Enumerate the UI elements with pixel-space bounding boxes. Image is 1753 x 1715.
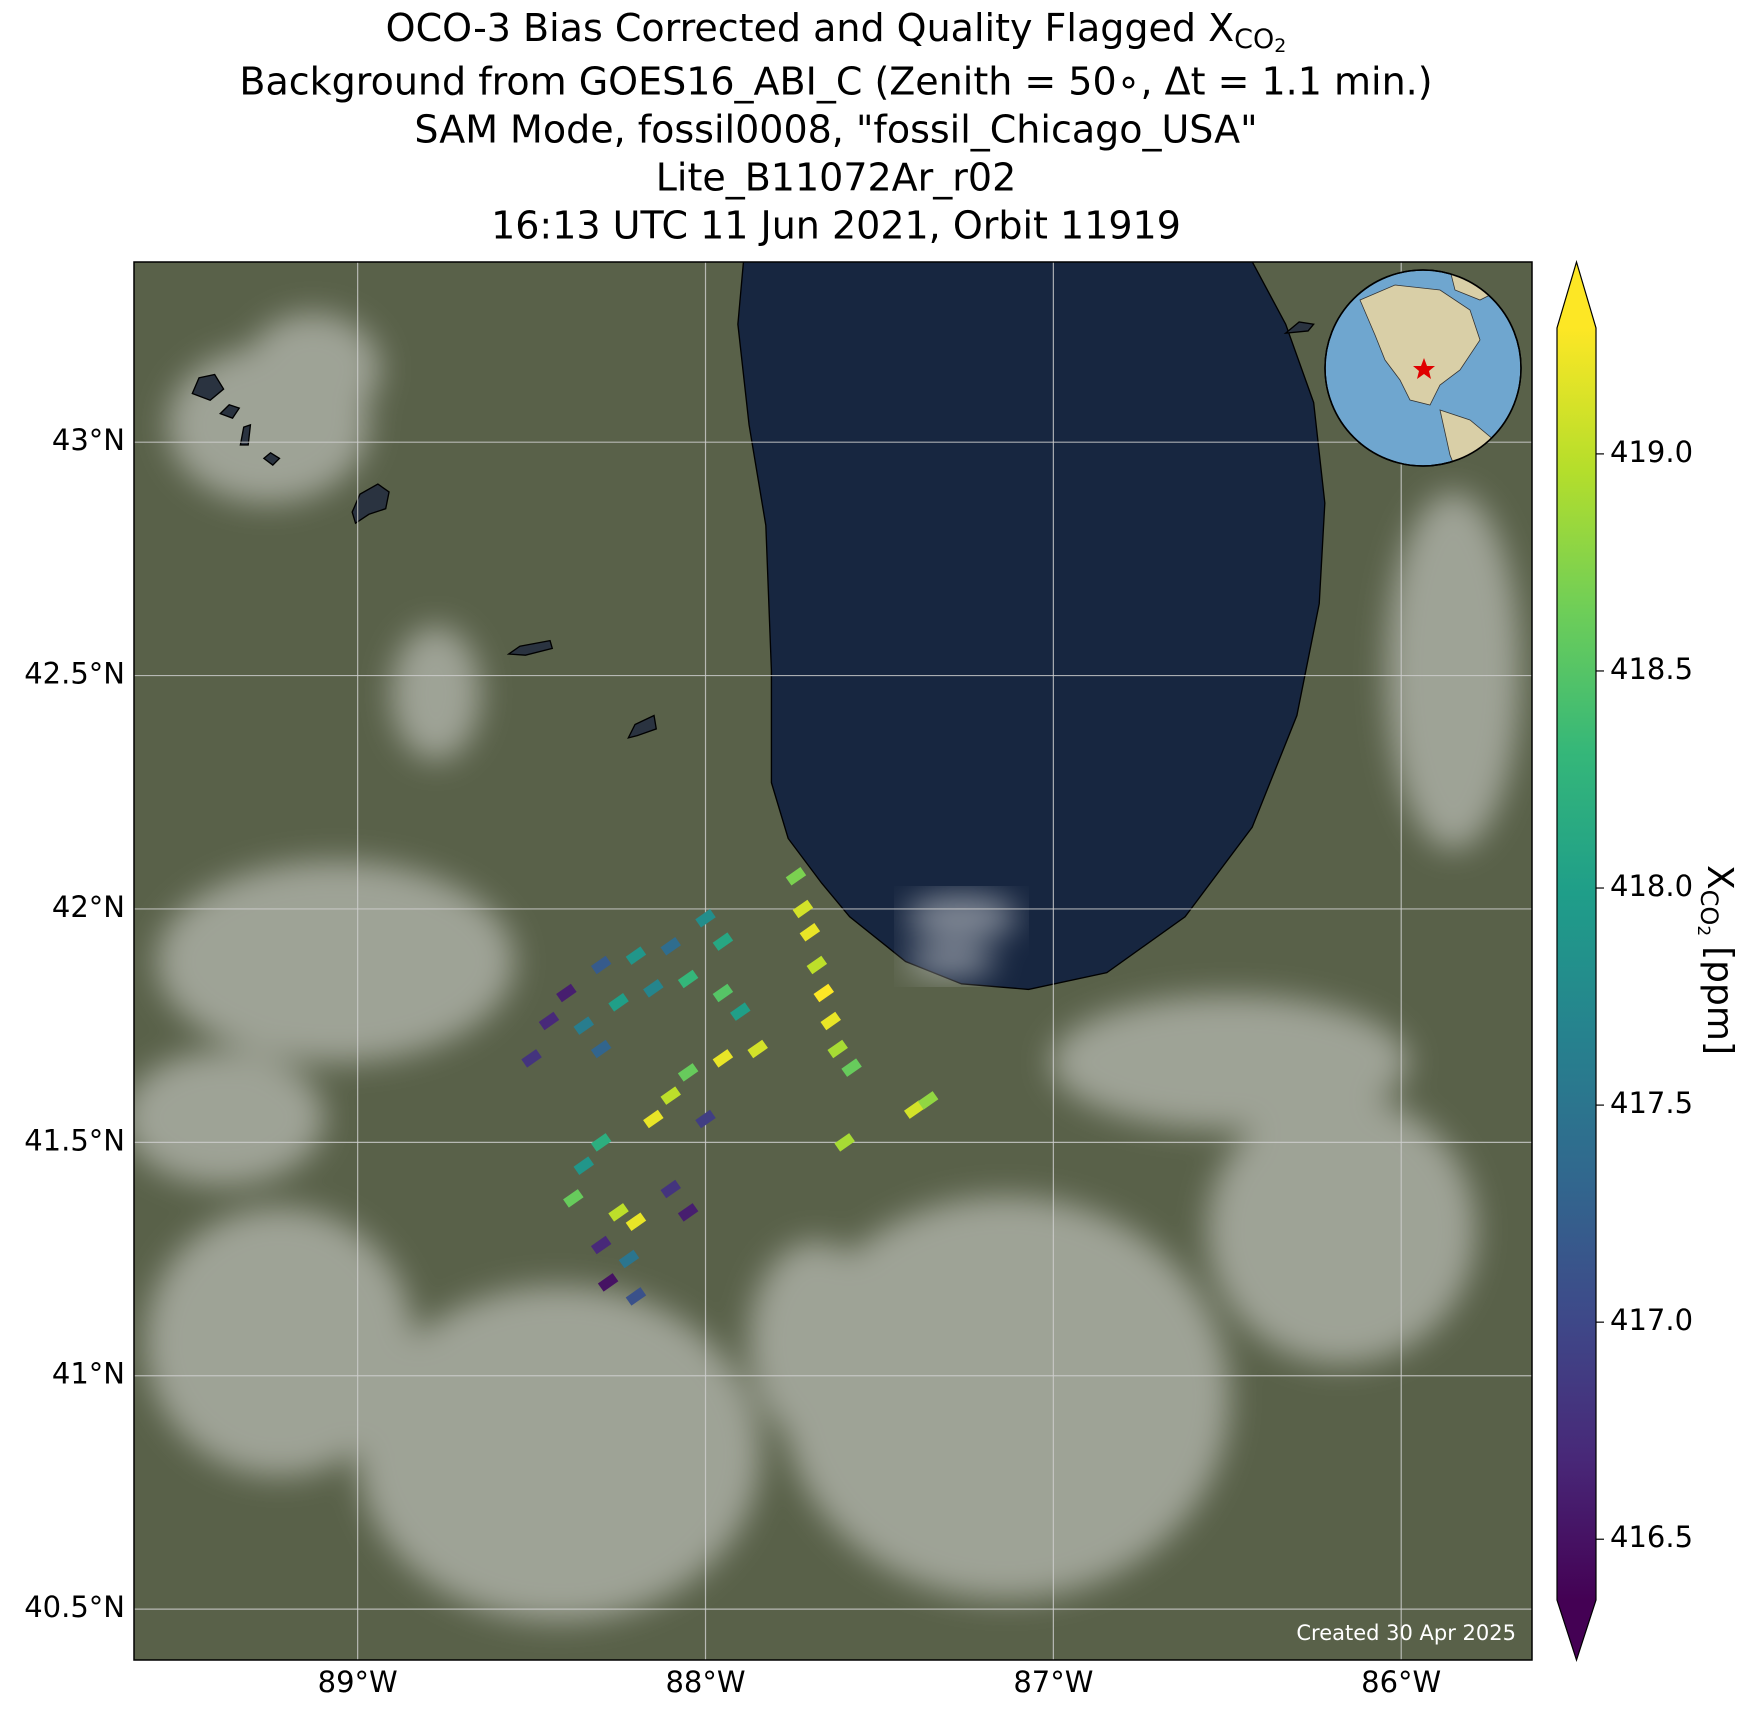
x-tick-label: 89°W [318,1665,398,1699]
sounding [618,1249,640,1269]
sounding [820,1011,841,1031]
title-line: OCO-3 Bias Corrected and Quality Flagged… [386,6,1234,50]
colorbar-tick-label: 416.5 [1610,1520,1693,1554]
title-line: 16:13 UTC 11 Jun 2021, Orbit 11919 [491,204,1181,248]
sounding [785,867,807,886]
sounding [813,983,835,1003]
colorbar-tick-label: 417.0 [1610,1303,1693,1337]
sounding [590,955,612,975]
colorbar-extend-min [1557,1600,1596,1660]
cbar-subsub: 2 [1693,925,1713,936]
cbar-symbol: X [1699,865,1740,890]
title-line: SAM Mode, fossil0008, "fossil_Chicago_US… [414,108,1257,152]
sounding [841,1058,862,1077]
footnote: Created 30 Apr 2025 [1296,1621,1516,1645]
colorbar-tick-label: 418.0 [1610,869,1693,903]
title: OCO-3 Bias Corrected and Quality Flagged… [386,6,1287,57]
sounding [643,1109,664,1129]
map-area: Created 30 Apr 2025 [134,262,1532,1660]
x-tick-label: 87°W [1013,1665,1093,1699]
map-frame [133,261,1533,1661]
sounding [521,1049,542,1068]
title-subsub: 2 [1274,35,1286,57]
inset-globe [1324,269,1522,467]
x-tick-label: 88°W [665,1665,745,1699]
sounding [747,1039,768,1059]
colorbar-label: XCO2 [ppm] [1693,865,1740,1055]
sounding [660,1179,681,1199]
sounding [625,1287,647,1306]
colorbar-extend-max [1557,262,1596,328]
sounding [625,946,647,965]
y-tick-label: 43°N [52,423,125,457]
sounding [608,993,629,1012]
sounding [677,1063,699,1082]
lake-michigan [737,262,1326,991]
colorbar-body [1557,328,1596,1600]
y-tick-label: 40.5°N [24,1590,125,1624]
title-sub: CO [1234,24,1274,55]
title-line: Lite_B11072Ar_r02 [656,156,1017,200]
sounding [695,909,716,928]
cbar-units: [ppm] [1699,946,1740,1055]
colorbar-tick-label: 419.0 [1610,435,1693,469]
sounding [834,1133,855,1152]
y-tick-label: 42°N [52,890,125,924]
sounding [597,1273,619,1292]
background-imagery [134,262,1521,1622]
sounding [799,923,821,942]
sounding [903,1100,925,1119]
sounding [712,1049,734,1068]
sounding [660,1086,681,1105]
sounding [538,1011,560,1031]
sounding [590,1133,612,1152]
sounding [730,1002,751,1021]
sounding [917,1091,939,1110]
colorbar: 416.5 417.0 417.5 418.0 418.5 419.0 [1556,259,1693,1662]
sounding [806,955,828,975]
sounding [827,1039,848,1059]
y-tick-label: 41°N [52,1357,125,1391]
cbar-sub: CO [1695,890,1723,926]
sounding [660,937,681,956]
sounding [563,1189,584,1208]
sounding [677,969,699,989]
sounding [712,932,734,951]
sounding [712,983,734,1003]
sounding [608,1203,629,1222]
sounding [695,1109,716,1129]
sounding [556,983,577,1003]
sounding [573,1156,595,1175]
colorbar-outline [1556,259,1597,1662]
y-tick-label: 42.5°N [24,657,125,691]
sounding [573,1016,595,1035]
colorbar-tick-label: 417.5 [1610,1086,1693,1120]
colorbar-tick-label: 418.5 [1610,652,1693,686]
sounding [643,979,664,998]
x-tick-label: 86°W [1361,1665,1441,1699]
sounding [625,1212,647,1231]
sounding [590,1039,612,1059]
title-line: Background from GOES16_ABI_C (Zenith = 5… [239,60,1432,104]
sounding [792,899,814,919]
sounding [677,1203,699,1222]
y-tick-label: 41.5°N [24,1123,125,1157]
sounding [590,1235,612,1255]
